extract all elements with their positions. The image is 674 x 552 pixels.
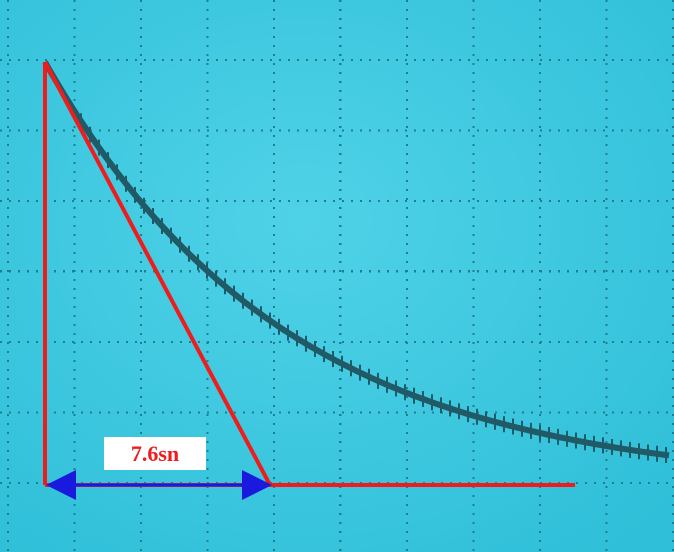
- oscilloscope-screen: 7.6sn: [0, 0, 674, 552]
- screen-background: [0, 0, 674, 552]
- time-constant-label: 7.6sn: [131, 441, 179, 466]
